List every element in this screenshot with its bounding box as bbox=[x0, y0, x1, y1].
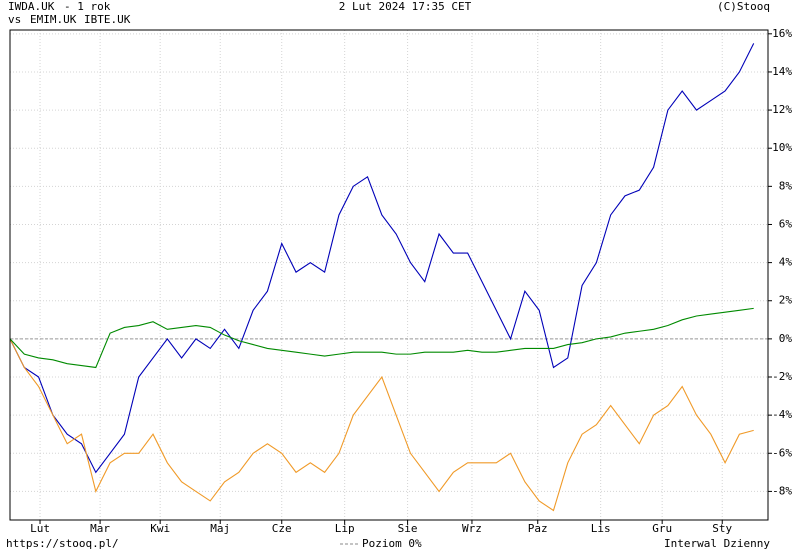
x-tick-label: Sty bbox=[712, 522, 732, 535]
interval: Interwal Dzienny bbox=[664, 537, 770, 550]
legend-entry: IWDA.UK bbox=[8, 0, 55, 13]
y-tick-label: 12% bbox=[772, 103, 792, 116]
series-line bbox=[9, 307, 754, 369]
x-tick-label: Cze bbox=[272, 522, 292, 535]
reference-label: Poziom 0% bbox=[362, 537, 422, 550]
x-tick-label: Lut bbox=[30, 522, 50, 535]
x-tick-label: Lip bbox=[335, 522, 355, 535]
y-tick-label: 2% bbox=[779, 294, 793, 307]
y-tick-label: 0% bbox=[779, 332, 793, 345]
y-tick-label: 8% bbox=[779, 179, 793, 192]
y-tick-label: -6% bbox=[772, 446, 792, 459]
legend-entry: EMIM.UK bbox=[30, 13, 77, 26]
x-tick-label: Mar bbox=[90, 522, 110, 535]
chart-title: - 1 rok bbox=[64, 0, 111, 13]
y-tick-label: 10% bbox=[772, 141, 792, 154]
y-tick-label: -4% bbox=[772, 408, 792, 421]
x-tick-label: Wrz bbox=[462, 522, 482, 535]
x-tick-label: Maj bbox=[210, 522, 230, 535]
source: https://stooq.pl/ bbox=[6, 537, 119, 550]
y-tick-label: 6% bbox=[779, 217, 793, 230]
timestamp: 2 Lut 2024 17:35 CET bbox=[339, 0, 472, 13]
y-tick-label: -8% bbox=[772, 484, 792, 497]
x-tick-label: Paz bbox=[528, 522, 548, 535]
plot: -8% -6% -4% -2% 0% 2% 4% 6% 8% 10% 12% 14% 16% Lut Mar… bbox=[9, 27, 793, 535]
legend-entry: IBTE.UK bbox=[84, 13, 131, 26]
y-tick-label: 14% bbox=[772, 65, 792, 78]
x-tick-label: Sie bbox=[398, 522, 418, 535]
plot-frame bbox=[9, 29, 769, 521]
y-tick-label: -2% bbox=[772, 370, 792, 383]
vs-label: vs bbox=[8, 13, 21, 26]
x-tick-label: Kwi bbox=[150, 522, 170, 535]
y-tick-label: 4% bbox=[779, 256, 793, 269]
x-tick-label: Lis bbox=[591, 522, 611, 535]
x-tick-label: Gru bbox=[652, 522, 672, 535]
series-line bbox=[9, 43, 755, 474]
series-line bbox=[9, 338, 754, 512]
copyright: (C)Stooq bbox=[717, 0, 770, 13]
y-tick-label: 16% bbox=[772, 27, 792, 40]
